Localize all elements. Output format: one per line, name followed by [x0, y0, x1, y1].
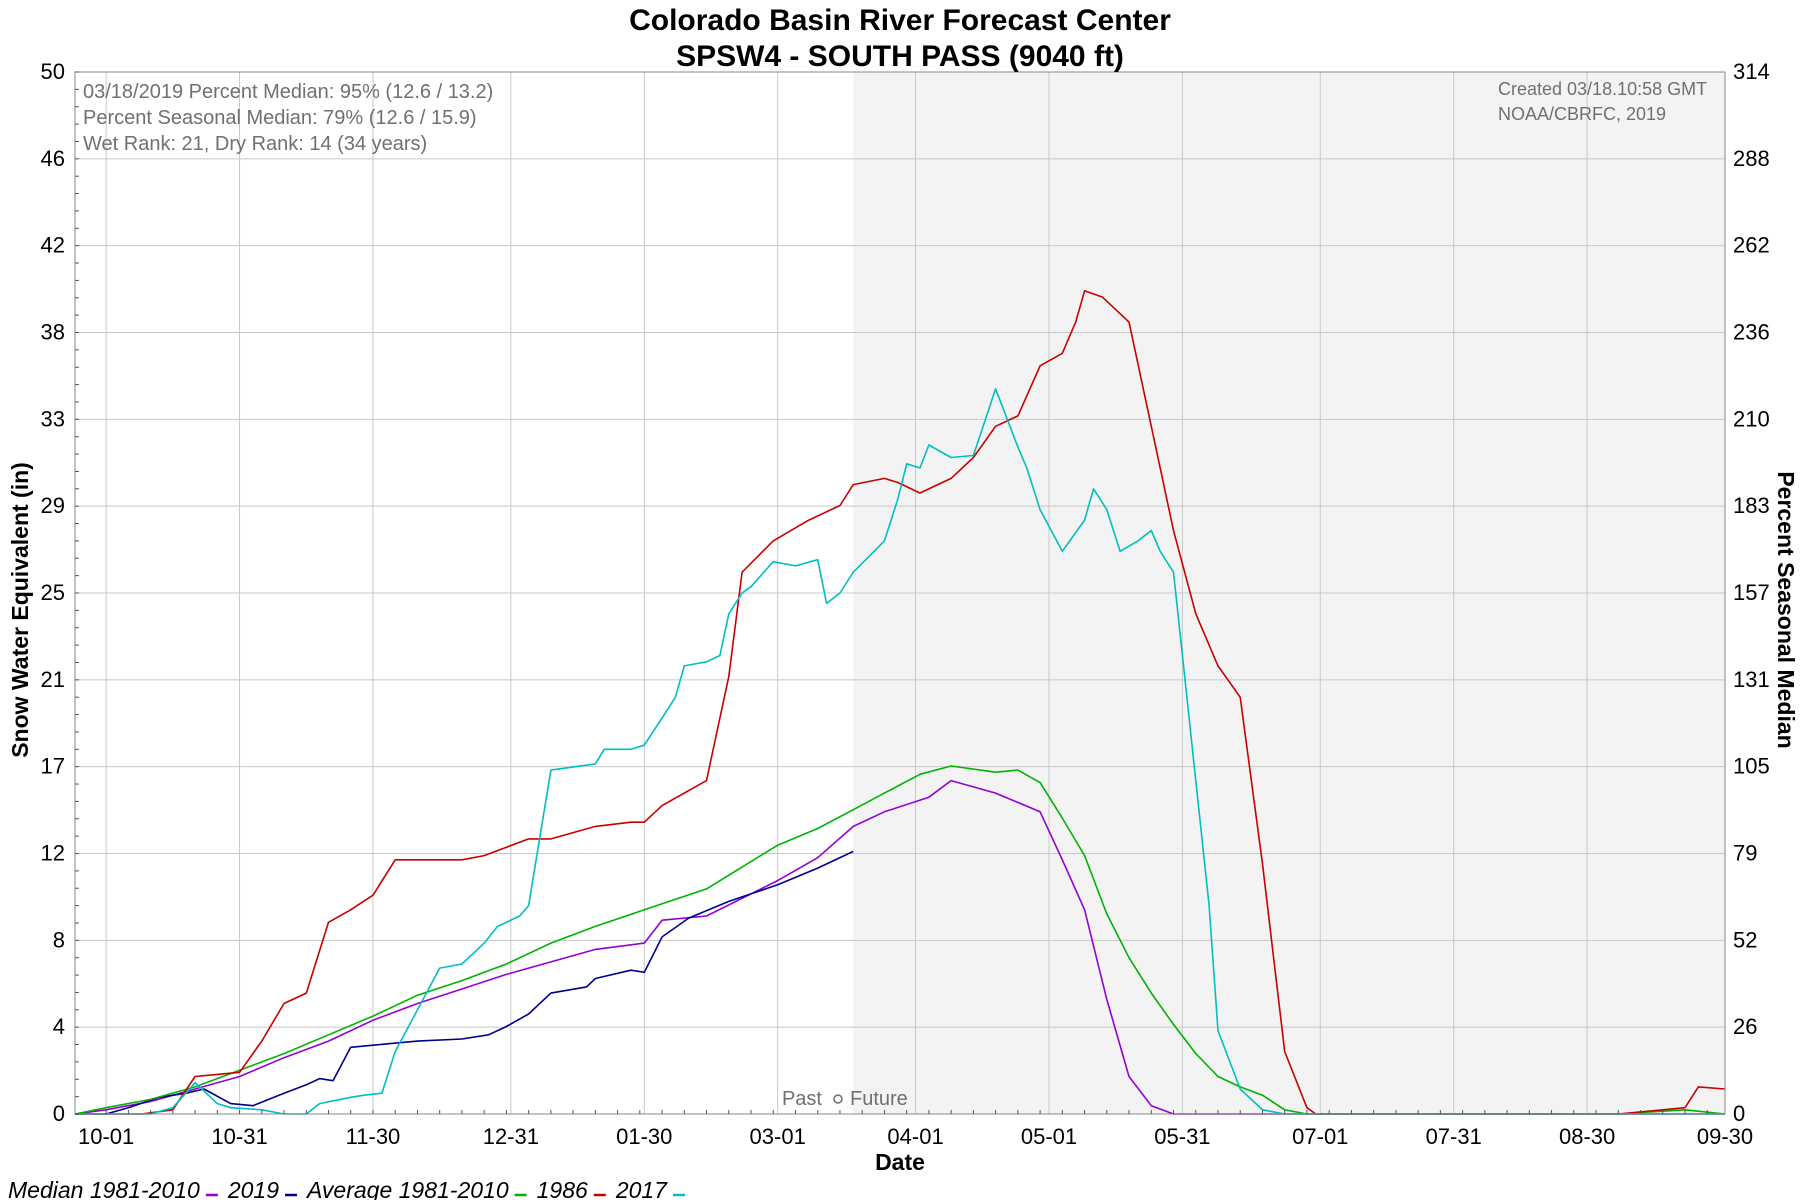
y-tick-label: 0: [53, 1101, 65, 1126]
y-axis-title: Snow Water Equivalent (in): [7, 462, 33, 758]
series-line-average-1981-2010: [74, 765, 1726, 1115]
x-tick-label: 03-01: [750, 1124, 806, 1149]
x-tick-label: 10-31: [211, 1124, 267, 1149]
x-axis-title: Date: [875, 1149, 925, 1175]
y-tick-label: 38: [41, 320, 65, 345]
y2-tick-label: 183: [1733, 493, 1770, 518]
y-tick-label: 12: [41, 841, 65, 866]
y2-tick-label: 262: [1733, 233, 1770, 258]
x-tick-label: 08-30: [1559, 1124, 1615, 1149]
y2-tick-label: 79: [1733, 841, 1757, 866]
legend-label: 1986: [537, 1177, 588, 1200]
chart-subtitle: SPSW4 - SOUTH PASS (9040 ft): [676, 40, 1124, 73]
info-line-rank: Wet Rank: 21, Dry Rank: 14 (34 years): [83, 133, 427, 155]
y2-tick-label: 105: [1733, 754, 1770, 779]
x-tick-label: 07-31: [1426, 1124, 1482, 1149]
info-line-percent-median: 03/18/2019 Percent Median: 95% (12.6 / 1…: [83, 81, 493, 103]
y-tick-label: 4: [53, 1014, 65, 1039]
x-tick-label: 10-01: [78, 1124, 134, 1149]
y2-tick-label: 314: [1733, 59, 1770, 84]
y2-tick-label: 288: [1733, 146, 1770, 171]
y-tick-label: 8: [53, 927, 65, 952]
y2-tick-label: 236: [1733, 320, 1770, 345]
legend-label: Median 1981-2010: [8, 1177, 200, 1200]
y2-axis-title: Percent Seasonal Median: [1773, 471, 1799, 748]
series-line-1986: [75, 289, 1726, 1115]
x-tick-label: 07-01: [1292, 1124, 1348, 1149]
legend-label: 2017: [615, 1177, 668, 1200]
series-line-2017: [75, 387, 1725, 1115]
x-tick-label: 01-30: [616, 1124, 672, 1149]
x-tick-label: 05-31: [1154, 1124, 1210, 1149]
y-tick-label: 17: [41, 754, 65, 779]
y-tick-label: 50: [41, 59, 65, 84]
legend: Median 1981-2010 2019 Average 1981-2010 198…: [8, 1177, 685, 1200]
legend-label: Average 1981-2010: [305, 1177, 509, 1200]
y-tick-label: 21: [41, 667, 65, 692]
info-line-seasonal-median: Percent Seasonal Median: 79% (12.6 / 15.…: [83, 107, 477, 129]
x-tick-label: 04-01: [887, 1124, 943, 1149]
y2-tick-label: 52: [1733, 927, 1757, 952]
y2-tick-label: 210: [1733, 406, 1770, 431]
past-future-marker-icon: [833, 1094, 843, 1104]
y2-tick-label: 26: [1733, 1014, 1757, 1039]
y2-tick-label: 0: [1733, 1101, 1745, 1126]
x-tick-label: 12-31: [483, 1124, 539, 1149]
legend-label: 2019: [227, 1177, 279, 1200]
x-tick-label: 09-30: [1697, 1124, 1753, 1149]
y2-tick-label: 157: [1733, 580, 1770, 605]
past-label: Past: [782, 1088, 822, 1110]
y-tick-label: 29: [41, 493, 65, 518]
credit-agency: NOAA/CBRFC, 2019: [1498, 104, 1666, 124]
y-tick-label: 33: [41, 406, 65, 431]
y-tick-label: 46: [41, 146, 65, 171]
y2-tick-label: 131: [1733, 667, 1770, 692]
chart-title: Colorado Basin River Forecast Center: [629, 4, 1171, 37]
y-tick-label: 25: [41, 580, 65, 605]
x-tick-label: 11-30: [346, 1124, 401, 1149]
series-line-2019: [75, 850, 854, 1115]
y-tick-label: 42: [41, 233, 65, 258]
credit-created: Created 03/18.10:58 GMT: [1498, 79, 1707, 99]
x-tick-label: 05-01: [1021, 1124, 1077, 1149]
future-label: Future: [850, 1088, 908, 1110]
